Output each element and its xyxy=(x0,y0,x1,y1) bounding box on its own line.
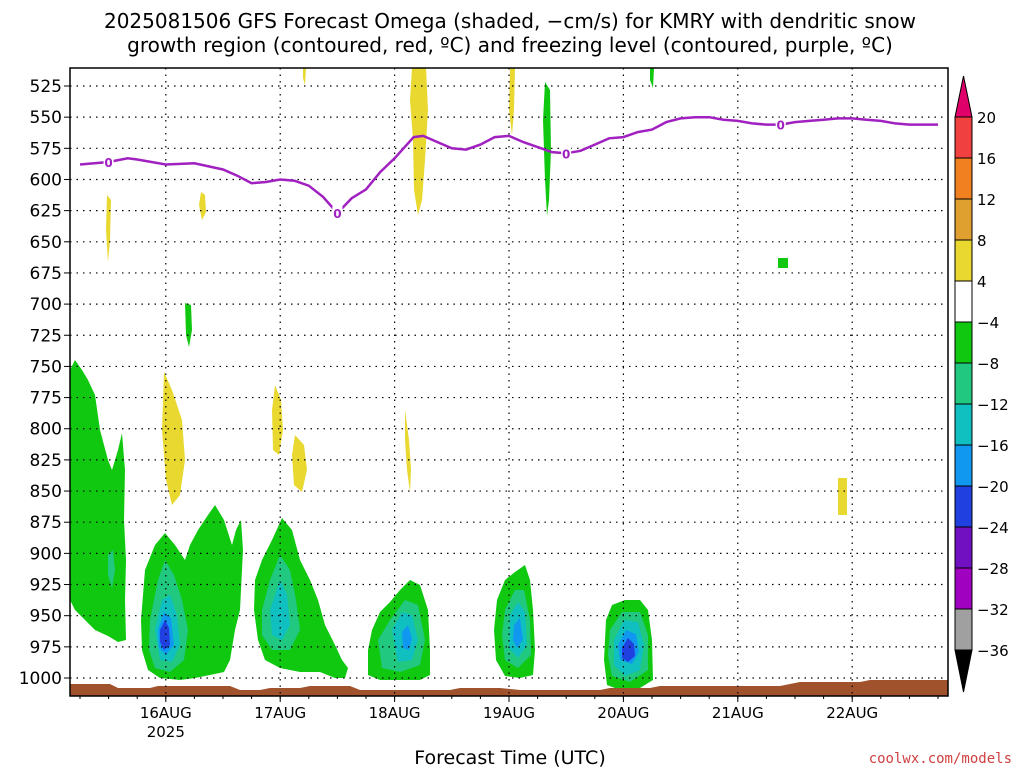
omega-descent-patch xyxy=(272,385,283,455)
colorbar-swatch xyxy=(954,321,973,364)
omega-descent-patch xyxy=(410,68,428,215)
freezing-level-labels: 0 0 0 0 xyxy=(103,117,786,221)
colorbar-tick-label: −12 xyxy=(977,396,1009,414)
chart-title-line-1: 2025081506 GFS Forecast Omega (shaded, −… xyxy=(104,9,916,33)
omega-ascent-patch xyxy=(778,258,788,268)
chart-title-line-2: growth region (contoured, red, ºC) and f… xyxy=(127,33,893,57)
y-tick-label: 675 xyxy=(30,264,62,284)
x-axis-label: Forecast Time (UTC) xyxy=(414,747,605,768)
colorbar-swatch xyxy=(954,280,973,323)
freezing-level-label: 0 xyxy=(104,156,112,170)
omega-strong-core xyxy=(160,620,170,650)
colorbar-tick-label: −4 xyxy=(977,314,999,332)
colorbar-swatch xyxy=(954,362,973,405)
y-tick-label: 925 xyxy=(30,576,62,596)
colorbar-tick-label: −36 xyxy=(977,642,1009,660)
site-credit: coolwx.com/models xyxy=(869,751,1012,767)
omega-ascent-core xyxy=(108,550,115,588)
colorbar-tick-label: 4 xyxy=(977,273,987,291)
y-axis: 525 550 575 600 625 650 675 700 725 750 775 800 825 8… xyxy=(19,77,70,689)
omega-descent-patch xyxy=(106,195,111,262)
colorbar-tick-label: −20 xyxy=(977,478,1009,496)
colorbar-tick-label: −28 xyxy=(977,560,1009,578)
colorbar-swatch xyxy=(954,485,973,528)
y-tick-label: 625 xyxy=(30,202,62,222)
colorbar-swatch xyxy=(954,157,973,200)
x-tick-label: 17AUG xyxy=(254,704,306,722)
colorbar: 20 16 12 8 4 −4 −8 −12 −16 −20 −24 −28 −32 −36 xyxy=(954,75,1009,693)
y-tick-label: 975 xyxy=(30,638,62,658)
y-tick-label: 525 xyxy=(30,77,62,97)
y-tick-label: 950 xyxy=(30,607,62,627)
omega-strong-core xyxy=(270,580,290,640)
colorbar-swatch xyxy=(954,198,973,241)
x-tick-label: 16AUG xyxy=(140,704,192,722)
colorbar-tick-label: 16 xyxy=(977,150,996,168)
omega-descent-patch xyxy=(405,410,411,492)
x-tick-label: 19AUG xyxy=(483,704,535,722)
colorbar-swatch xyxy=(954,444,973,487)
omega-descent-patch xyxy=(292,435,307,492)
colorbar-tick-label: 20 xyxy=(977,109,996,127)
omega-strong-core xyxy=(622,638,635,662)
omega-ascent-patch xyxy=(543,82,551,216)
x-tick-sublabel: 2025 xyxy=(147,723,185,741)
colorbar-tick-label: 8 xyxy=(977,232,987,250)
freezing-level-label-bg xyxy=(332,206,343,220)
freezing-level-label: 0 xyxy=(333,207,341,221)
colorbar-swatch xyxy=(954,403,973,446)
omega-ascent-patch xyxy=(650,68,654,88)
x-tick-label: 18AUG xyxy=(369,704,421,722)
omega-strong-core xyxy=(402,625,412,650)
colorbar-top-arrow xyxy=(954,75,973,118)
plot-area: 0 0 0 0 xyxy=(69,67,949,697)
colorbar-swatch xyxy=(954,608,973,651)
y-tick-label: 1000 xyxy=(19,669,62,689)
y-tick-label: 900 xyxy=(30,544,62,564)
omega-descent-patch xyxy=(509,68,515,135)
grid-lines xyxy=(70,68,948,696)
terrain-surface xyxy=(70,680,948,696)
freezing-level-label: 0 xyxy=(562,147,570,161)
omega-descent-patch xyxy=(838,478,847,515)
colorbar-tick-label: −16 xyxy=(977,437,1009,455)
x-tick-label: 20AUG xyxy=(597,704,649,722)
freezing-level-label-bg xyxy=(103,155,114,169)
y-tick-label: 550 xyxy=(30,108,62,128)
omega-descent-patch xyxy=(303,68,306,85)
y-tick-label: 725 xyxy=(30,326,62,346)
freezing-level-line xyxy=(79,115,938,215)
colorbar-swatch xyxy=(954,116,973,159)
y-tick-label: 575 xyxy=(30,139,62,159)
y-tick-label: 650 xyxy=(30,233,62,253)
omega-descent-patch xyxy=(162,372,185,505)
colorbar-swatch xyxy=(954,526,973,569)
y-tick-label: 700 xyxy=(30,295,62,315)
x-tick-label: 21AUG xyxy=(712,704,764,722)
omega-strong-core xyxy=(513,618,523,648)
y-tick-label: 600 xyxy=(30,170,62,190)
freezing-level-label-bg xyxy=(775,117,786,131)
y-tick-label: 750 xyxy=(30,357,62,377)
y-tick-label: 825 xyxy=(30,451,62,471)
omega-shading xyxy=(70,68,847,690)
y-tick-label: 875 xyxy=(30,513,62,533)
y-tick-label: 800 xyxy=(30,420,62,440)
y-tick-label: 775 xyxy=(30,389,62,409)
freezing-level-label: 0 xyxy=(777,119,785,133)
colorbar-tick-label: −24 xyxy=(977,519,1009,537)
y-tick-label: 850 xyxy=(30,482,62,502)
colorbar-tick-label: −32 xyxy=(977,601,1009,619)
colorbar-tick-label: −8 xyxy=(977,355,999,373)
freezing-level-label-bg xyxy=(561,146,572,160)
colorbar-tick-label: 12 xyxy=(977,191,996,209)
omega-descent-patch xyxy=(199,192,206,220)
colorbar-swatch xyxy=(954,239,973,282)
colorbar-bottom-arrow xyxy=(954,649,973,693)
x-tick-label: 22AUG xyxy=(826,704,878,722)
colorbar-swatch xyxy=(954,567,973,610)
omega-ascent-patch xyxy=(185,303,192,347)
